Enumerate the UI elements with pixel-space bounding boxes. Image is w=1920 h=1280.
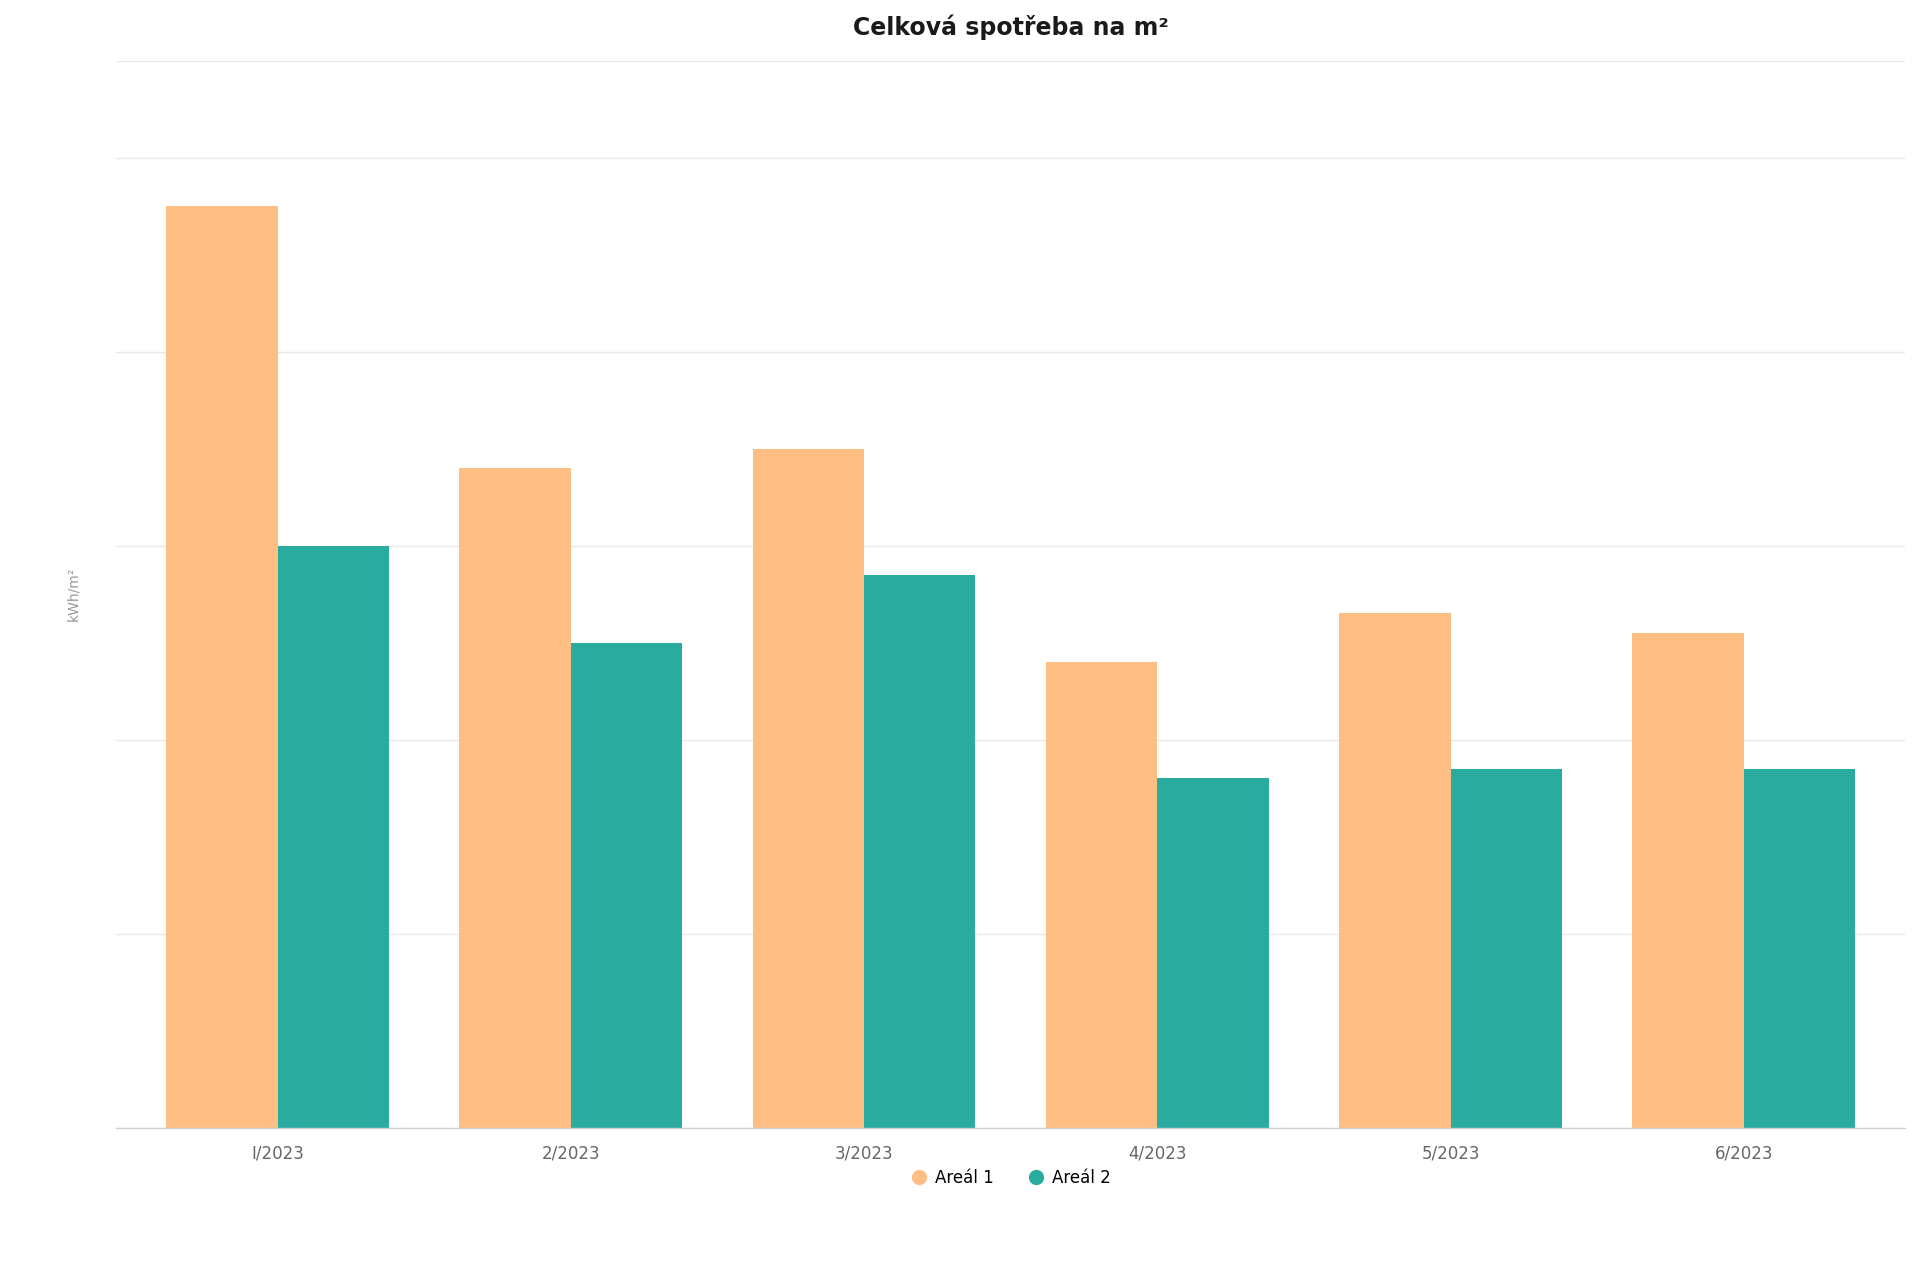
Y-axis label: kWh/m²: kWh/m² (67, 567, 81, 621)
Bar (1338, 613, 1450, 1128)
Bar (278, 545, 390, 1128)
Bar (167, 206, 278, 1128)
Bar (1743, 768, 1855, 1128)
Bar (459, 468, 570, 1128)
Bar (570, 643, 682, 1128)
Bar (1158, 778, 1269, 1128)
Legend: Areál 1, Areál 2: Areál 1, Areál 2 (904, 1162, 1117, 1194)
Bar (1450, 768, 1563, 1128)
Bar (864, 575, 975, 1128)
Bar (1632, 632, 1743, 1128)
Title: Celková spotřeba na m²: Celková spotřeba na m² (852, 15, 1169, 41)
Bar (753, 448, 864, 1128)
Bar (1046, 662, 1158, 1128)
